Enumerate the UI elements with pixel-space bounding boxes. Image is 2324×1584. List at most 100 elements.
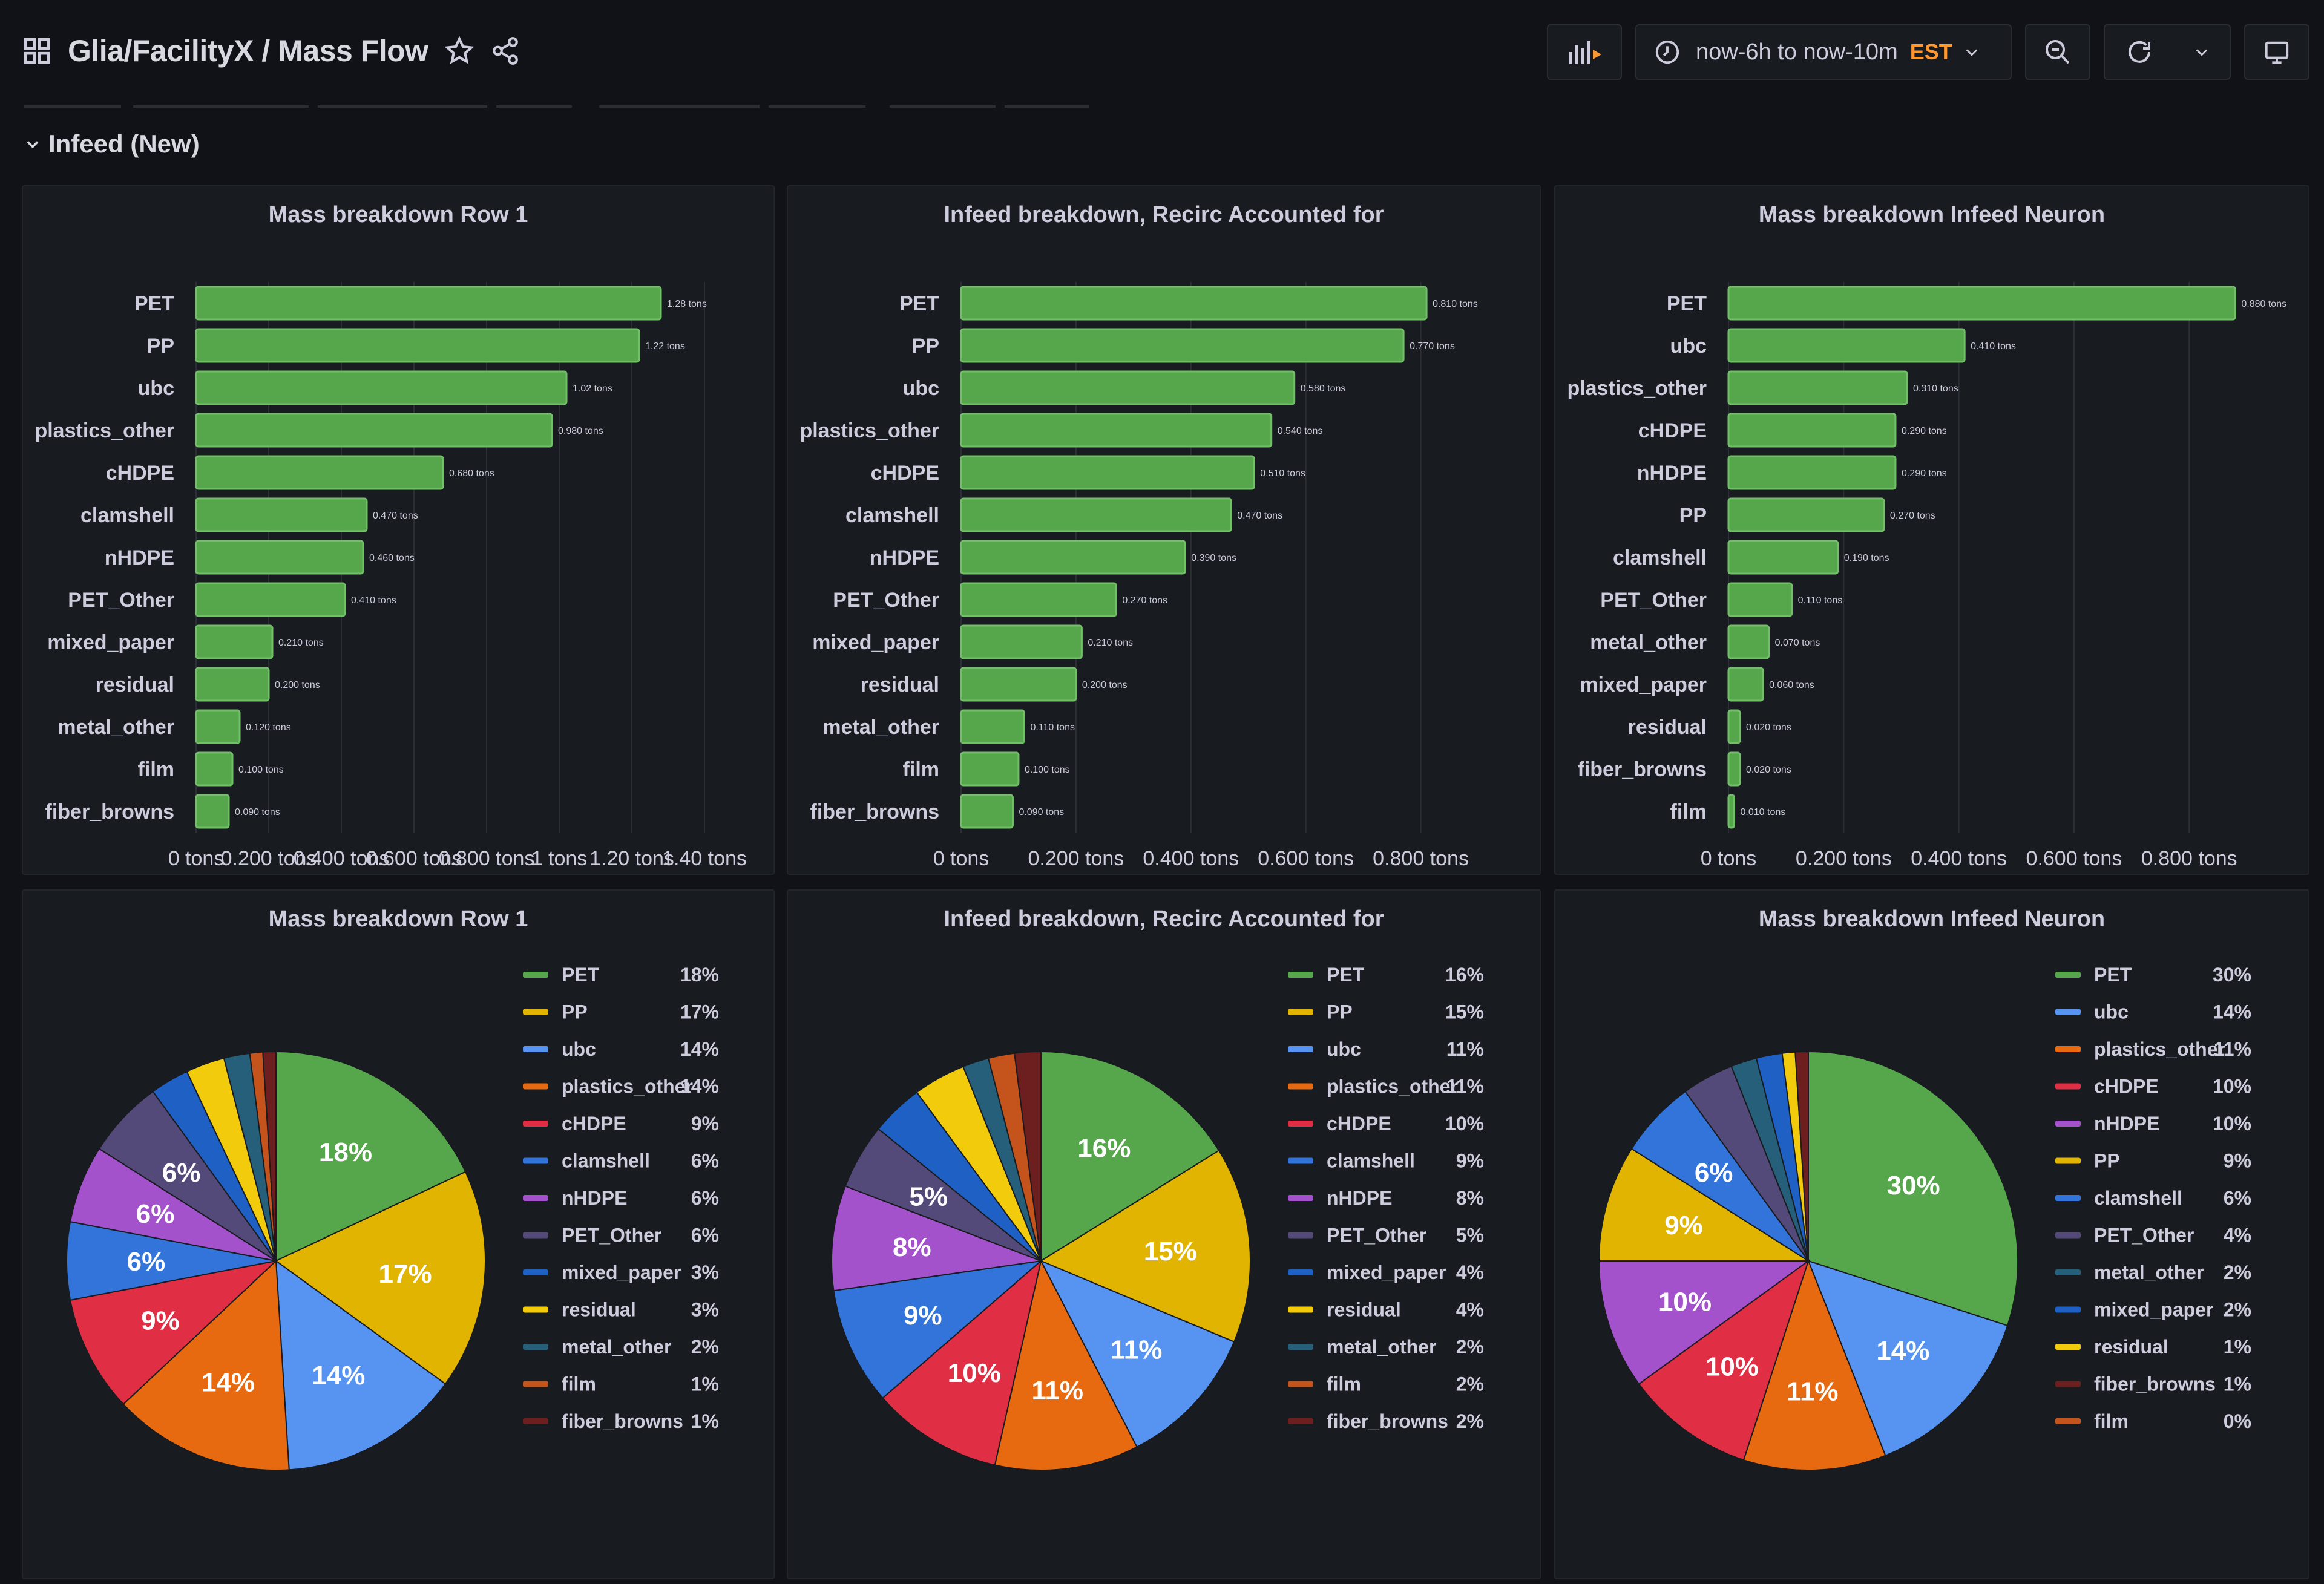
- legend-label[interactable]: clamshell: [562, 1150, 650, 1172]
- bar[interactable]: [1727, 709, 1741, 744]
- bar[interactable]: [195, 286, 662, 321]
- legend-label[interactable]: PET_Other: [2094, 1225, 2194, 1246]
- bar[interactable]: [195, 751, 234, 787]
- legend-label[interactable]: plastics_other: [2094, 1038, 2225, 1060]
- bar[interactable]: [195, 497, 368, 532]
- legend-label[interactable]: mixed_paper: [1327, 1262, 1446, 1283]
- legend-label[interactable]: residual: [1327, 1299, 1401, 1321]
- pie-slice[interactable]: [1630, 1090, 1809, 1262]
- bar-gauge-panel[interactable]: Mass breakdown Infeed Neuron 0 tons 0.200…: [1554, 185, 2309, 875]
- bar[interactable]: [960, 540, 1186, 575]
- legend-label[interactable]: ubc: [562, 1038, 596, 1060]
- pie-slice[interactable]: [994, 1259, 1138, 1471]
- legend-label[interactable]: cHDPE: [1327, 1113, 1391, 1134]
- legend-label[interactable]: cHDPE: [2094, 1076, 2159, 1098]
- legend-label[interactable]: fiber_browns: [2094, 1373, 2216, 1395]
- pie-slice[interactable]: [98, 1090, 277, 1262]
- bar[interactable]: [1727, 624, 1770, 659]
- bar[interactable]: [195, 413, 553, 448]
- legend-label[interactable]: fiber_browns: [1327, 1410, 1448, 1432]
- pie-slice[interactable]: [262, 1050, 277, 1262]
- bar[interactable]: [1727, 286, 2236, 321]
- legend-label[interactable]: fiber_browns: [562, 1410, 683, 1432]
- bar[interactable]: [195, 540, 364, 575]
- bar[interactable]: [1727, 540, 1839, 575]
- legend-label[interactable]: PP: [2094, 1150, 2120, 1172]
- dashboard-title[interactable]: Glia/FacilityX / Mass Flow: [68, 34, 428, 68]
- bar[interactable]: [195, 667, 270, 702]
- add-panel-button[interactable]: [1547, 24, 1622, 80]
- pie-chart-panel[interactable]: Mass breakdown Row 1 18% 17% 14% 14% 9% 6% 6% 6…: [22, 889, 775, 1579]
- legend-label[interactable]: film: [2094, 1410, 2129, 1432]
- legend-label[interactable]: plastics_other: [1327, 1076, 1458, 1098]
- bar[interactable]: [960, 624, 1083, 659]
- panel-title[interactable]: Mass breakdown Infeed Neuron: [1758, 906, 2106, 932]
- share-icon[interactable]: [490, 36, 520, 66]
- time-range-picker[interactable]: now-6h to now-10m EST: [1635, 24, 2012, 80]
- pie-slice[interactable]: [1039, 1150, 1251, 1343]
- legend-label[interactable]: nHDPE: [2094, 1113, 2159, 1134]
- pie-slice[interactable]: [1807, 1260, 2009, 1457]
- bar[interactable]: [195, 794, 230, 829]
- pie-slice[interactable]: [1014, 1050, 1042, 1262]
- bar[interactable]: [960, 497, 1232, 532]
- pie-slice[interactable]: [122, 1259, 290, 1471]
- bar[interactable]: [195, 370, 568, 405]
- legend-label[interactable]: mixed_paper: [562, 1262, 681, 1283]
- legend-label[interactable]: film: [562, 1373, 596, 1395]
- pie-slice[interactable]: [66, 1220, 277, 1301]
- legend-label[interactable]: nHDPE: [1327, 1187, 1392, 1209]
- bar[interactable]: [195, 328, 640, 363]
- bar[interactable]: [1727, 455, 1897, 490]
- zoom-out-button[interactable]: [2025, 24, 2090, 80]
- bar[interactable]: [960, 286, 1428, 321]
- legend-label[interactable]: PET_Other: [562, 1225, 661, 1246]
- pie-slice[interactable]: [1039, 1260, 1235, 1448]
- legend-label[interactable]: residual: [2094, 1336, 2168, 1358]
- bar[interactable]: [960, 667, 1077, 702]
- pie-slice[interactable]: [1598, 1148, 1811, 1262]
- legend-label[interactable]: PET: [1327, 964, 1365, 986]
- bar[interactable]: [1727, 751, 1741, 787]
- bar[interactable]: [1727, 667, 1764, 702]
- pie-slice[interactable]: [1794, 1050, 1809, 1262]
- legend-label[interactable]: clamshell: [2094, 1187, 2182, 1209]
- pie-slice[interactable]: [831, 1185, 1043, 1292]
- pie-slice[interactable]: [1808, 1050, 2018, 1327]
- legend-label[interactable]: ubc: [2094, 1001, 2129, 1023]
- bar[interactable]: [960, 751, 1020, 787]
- refresh-interval-chevron-icon[interactable]: [2193, 44, 2210, 61]
- bar[interactable]: [960, 709, 1025, 744]
- pie-slice[interactable]: [69, 1260, 278, 1406]
- pie-slice[interactable]: [1040, 1050, 1220, 1262]
- bar[interactable]: [1727, 794, 1736, 829]
- legend-label[interactable]: residual: [562, 1299, 636, 1321]
- row-toggle[interactable]: Infeed (New): [24, 129, 200, 159]
- bar[interactable]: [960, 413, 1273, 448]
- view-mode-button[interactable]: [2244, 24, 2309, 80]
- panel-title[interactable]: Mass breakdown Row 1: [268, 202, 528, 227]
- legend-label[interactable]: metal_other: [2094, 1262, 2204, 1283]
- pie-slice[interactable]: [275, 1171, 486, 1385]
- legend-label[interactable]: metal_other: [562, 1336, 671, 1358]
- pie-slice[interactable]: [69, 1148, 277, 1262]
- bar[interactable]: [1727, 370, 1908, 405]
- pie-slice[interactable]: [1638, 1259, 1810, 1461]
- legend-label[interactable]: PP: [1327, 1001, 1353, 1023]
- bar[interactable]: [195, 582, 346, 617]
- panel-title[interactable]: Infeed breakdown, Recirc Accounted for: [944, 202, 1384, 227]
- legend-label[interactable]: clamshell: [1327, 1150, 1415, 1172]
- refresh-icon[interactable]: [2125, 38, 2154, 67]
- legend-label[interactable]: plastics_other: [562, 1076, 693, 1098]
- bar[interactable]: [1727, 497, 1885, 532]
- legend-label[interactable]: cHDPE: [562, 1113, 626, 1134]
- legend-label[interactable]: mixed_paper: [2094, 1299, 2213, 1321]
- star-icon[interactable]: [444, 36, 474, 66]
- legend-label[interactable]: ubc: [1327, 1038, 1361, 1060]
- legend-label[interactable]: PET: [562, 964, 600, 986]
- legend-label[interactable]: PP: [562, 1001, 588, 1023]
- bar[interactable]: [960, 370, 1296, 405]
- pie-slice[interactable]: [833, 1260, 1043, 1399]
- legend-label[interactable]: nHDPE: [562, 1187, 627, 1209]
- bar[interactable]: [195, 455, 444, 490]
